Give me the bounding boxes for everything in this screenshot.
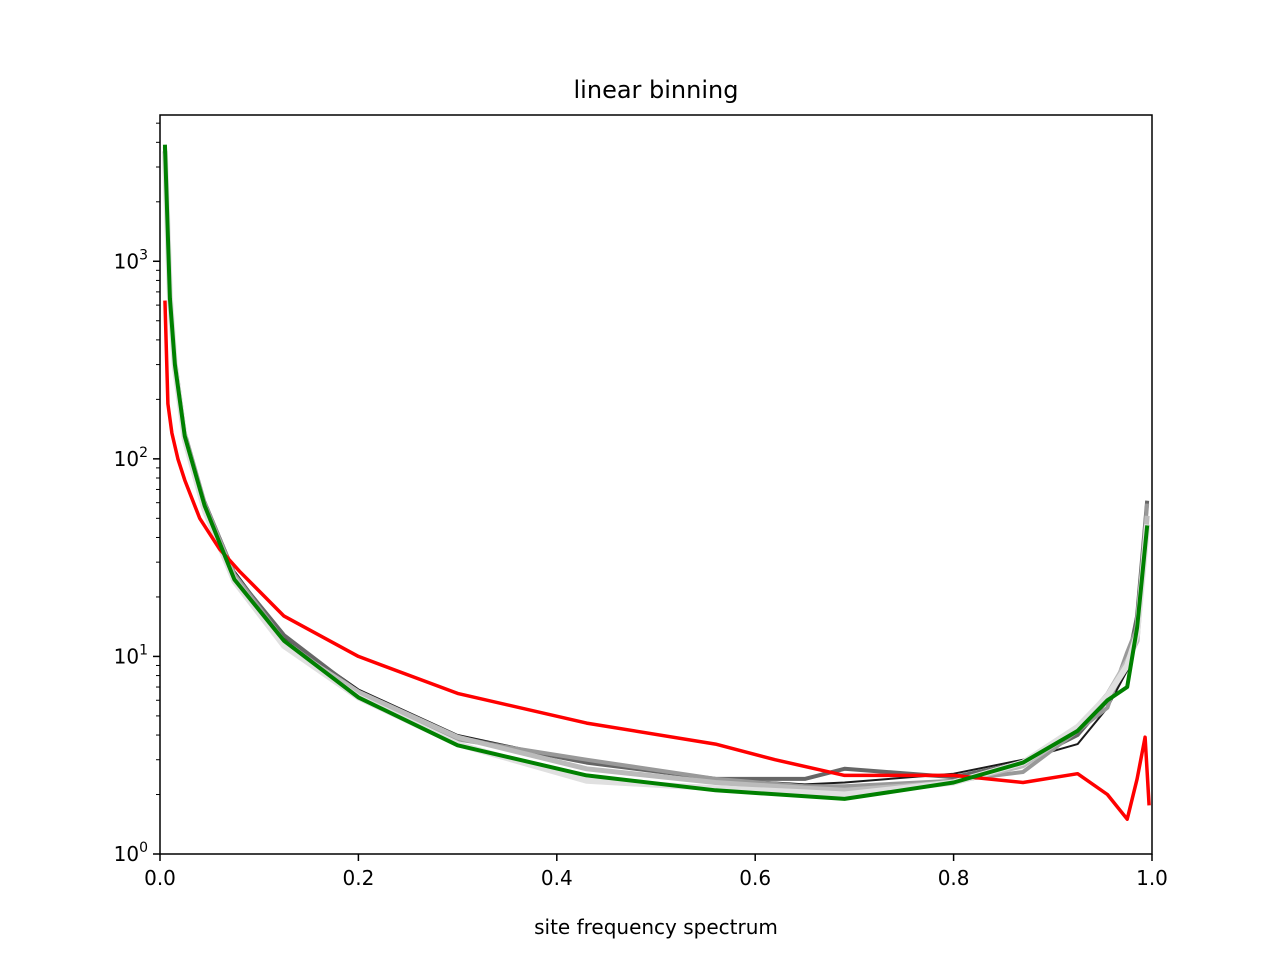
x-tick-label: 0.0 [144,866,176,890]
x-tick-label: 0.4 [541,866,573,890]
plot-frame [159,114,1153,855]
x-tick-label: 0.6 [739,866,771,890]
x-tick-label: 0.2 [342,866,374,890]
y-tick-label: 101 [114,642,148,668]
series-line-1 [162,146,1150,781]
x-axis-label: site frequency spectrum [534,915,778,939]
series-layer [161,144,1151,821]
y-tick-label: 103 [114,247,148,273]
x-tick-label: 0.8 [938,866,970,890]
y-tick-label: 100 [114,840,148,866]
series-line-2 [162,148,1150,789]
series-line-6 [162,144,1150,801]
series-line-3 [162,151,1150,793]
series-line-0 [163,150,1149,786]
chart-title: linear binning [574,76,739,104]
x-tick-label: 1.0 [1136,866,1168,890]
y-tick-label: 102 [114,445,148,471]
series-line-5 [163,300,1151,821]
series-line-4 [161,153,1151,798]
